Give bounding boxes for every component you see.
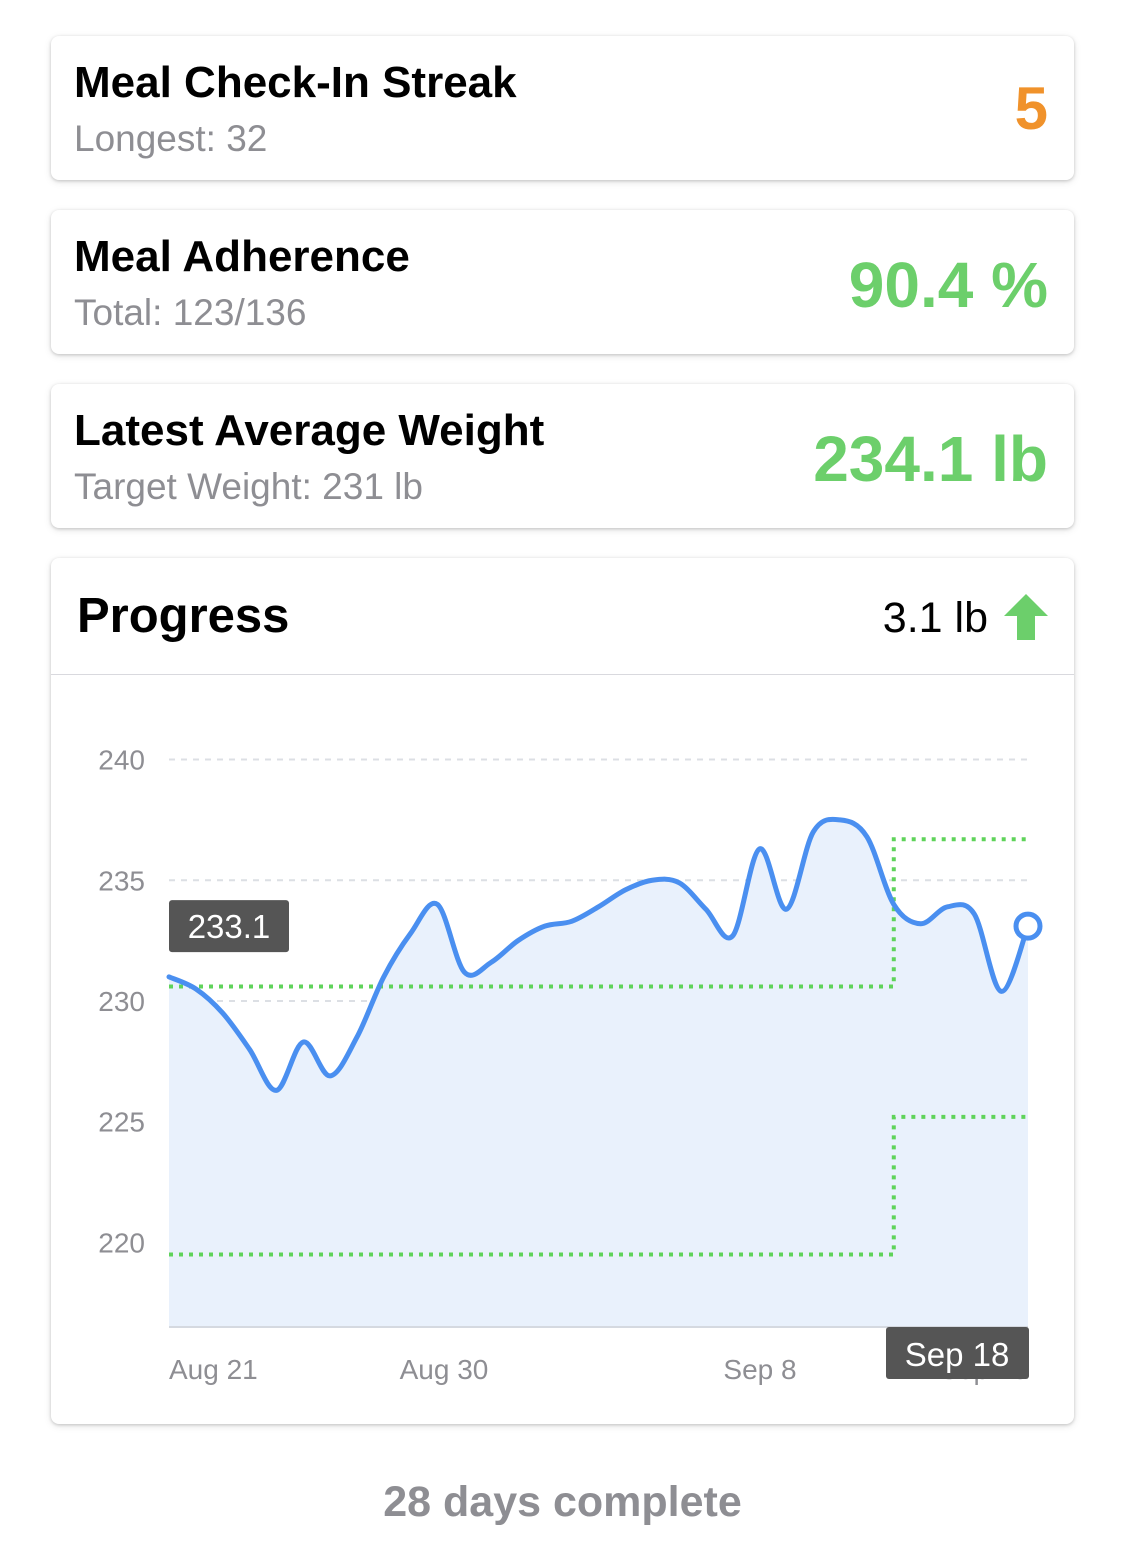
adherence-title: Meal Adherence xyxy=(74,232,410,281)
weight-value: 234.1 lb xyxy=(813,423,1048,495)
progress-delta: 3.1 lb xyxy=(882,594,988,642)
streak-value: 5 xyxy=(1014,75,1048,142)
y-value-tooltip xyxy=(169,900,289,953)
highlight: 233.1 Sep 18 xyxy=(169,900,1043,1379)
x-tick-label: Aug 21 xyxy=(169,1354,258,1385)
target-band-lines xyxy=(169,837,1028,1257)
weight-area xyxy=(169,819,1028,1327)
streak-card: Meal Check-In Streak Longest: 32 5 xyxy=(51,36,1074,180)
y-tick-label: 240 xyxy=(98,745,145,776)
target-lower-line xyxy=(169,1114,1028,1257)
x-tick-label: Sep 8 xyxy=(723,1354,796,1385)
x-tick-label: Aug 30 xyxy=(400,1354,489,1385)
x-value-tooltip-label: Sep 18 xyxy=(905,1336,1010,1373)
y-tick-label: 225 xyxy=(98,1107,145,1138)
adherence-value: 90.4 % xyxy=(848,249,1048,321)
weight-card: Latest Average Weight Target Weight: 231… xyxy=(51,384,1074,528)
days-complete-label: 28 days complete xyxy=(383,1478,742,1526)
progress-header: Progress 3.1 lb xyxy=(51,558,1074,675)
weight-line xyxy=(166,816,1031,1093)
y-value-tooltip-label: 233.1 xyxy=(188,908,271,945)
adherence-card: Meal Adherence Total: 123/136 90.4 % xyxy=(51,210,1074,354)
progress-card: Progress 3.1 lb 240 235 230 225 220 Aug 21 Au… xyxy=(51,558,1074,1424)
streak-subtitle: Longest: 32 xyxy=(74,118,268,159)
arrow-up-icon xyxy=(1004,594,1048,640)
y-tick-label: 220 xyxy=(98,1227,145,1258)
streak-title: Meal Check-In Streak xyxy=(74,58,517,107)
y-tick-label: 230 xyxy=(98,986,145,1017)
weight-title: Latest Average Weight xyxy=(74,406,545,455)
weight-subtitle: Target Weight: 231 lb xyxy=(74,466,423,507)
highlight-point xyxy=(1013,911,1043,941)
y-tick-labels: 240 235 230 225 220 xyxy=(98,745,145,1259)
adherence-subtitle: Total: 123/136 xyxy=(74,292,307,333)
y-tick-label: 235 xyxy=(98,865,145,896)
target-upper-line xyxy=(169,837,1028,989)
x-value-tooltip xyxy=(886,1327,1029,1379)
progress-title: Progress xyxy=(77,589,290,643)
